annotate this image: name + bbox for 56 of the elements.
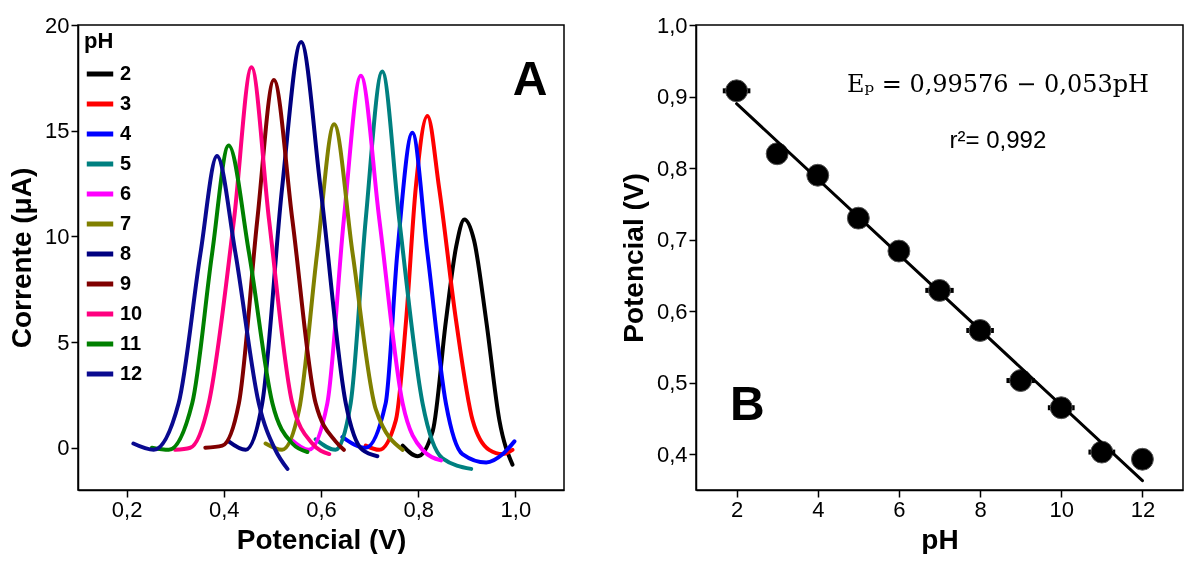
- point: [765, 142, 789, 166]
- line-series: [340, 130, 517, 465]
- point: [1130, 447, 1154, 471]
- y-tick-label: 0,8: [656, 155, 688, 181]
- legend-label: 8: [120, 242, 132, 264]
- y-tick-label: 0,9: [656, 84, 688, 110]
- y-tick-label: 1,0: [656, 12, 688, 38]
- legend-label: 2: [120, 62, 132, 84]
- y-tick-label: 10: [45, 223, 70, 249]
- x-tick-label: 12: [1130, 496, 1156, 522]
- point: [725, 79, 749, 103]
- legend-label: 6: [120, 182, 132, 204]
- x-tick-label: 0,6: [306, 496, 337, 522]
- annotation: B: [730, 377, 765, 431]
- x-axis-title: pH: [921, 523, 959, 555]
- point: [1009, 369, 1033, 392]
- y-axis-title: Potencial (V): [617, 173, 649, 343]
- x-tick-label: 2: [730, 496, 744, 522]
- line-series: [149, 143, 310, 454]
- x-tick-label: 10: [1049, 496, 1074, 522]
- y-tick-label: 0: [57, 435, 70, 461]
- y-axis-title: Corrente (μA): [6, 167, 38, 349]
- y-tick-label: 0,7: [656, 227, 688, 253]
- legend-label: 3: [120, 92, 132, 114]
- x-tick-label: 0,8: [403, 496, 434, 522]
- y-tick-label: 0,4: [656, 441, 688, 467]
- line-series: [400, 217, 515, 467]
- legend-label: 4: [120, 122, 132, 144]
- legend-label: 9: [120, 272, 132, 294]
- x-tick-label: 1,0: [500, 496, 532, 522]
- legend-label: 11: [120, 332, 142, 354]
- legend-label: 5: [120, 152, 132, 174]
- y-tick-label: 0,6: [656, 298, 688, 324]
- x-tick-label: 4: [812, 496, 825, 522]
- annotation: Eₚ = 0,99576 − 0,053pH: [846, 70, 1149, 99]
- legend-title: pH: [84, 28, 114, 53]
- legend-label: 7: [120, 212, 132, 234]
- line-series: [173, 65, 332, 457]
- y-tick-label: 15: [45, 118, 70, 144]
- line-series: [313, 69, 474, 471]
- x-axis-title: Potencial (V): [236, 523, 407, 555]
- y-tick-label: 0,5: [656, 370, 688, 396]
- line-series: [226, 39, 380, 459]
- x-tick-label: 8: [974, 496, 987, 522]
- legend-label: 10: [120, 302, 143, 324]
- x-tick-label: 0,2: [111, 496, 143, 522]
- x-tick-label: 0,4: [209, 496, 240, 522]
- annotation: r²= 0,992: [949, 126, 1047, 154]
- y-tick-label: 20: [45, 12, 70, 38]
- x-tick-label: 6: [893, 496, 906, 522]
- y-tick-label: 5: [57, 329, 70, 355]
- annotation: A: [512, 51, 548, 105]
- legend-label: 12: [120, 362, 143, 384]
- line-series: [263, 122, 405, 452]
- point: [1090, 440, 1114, 464]
- line-series: [203, 77, 346, 452]
